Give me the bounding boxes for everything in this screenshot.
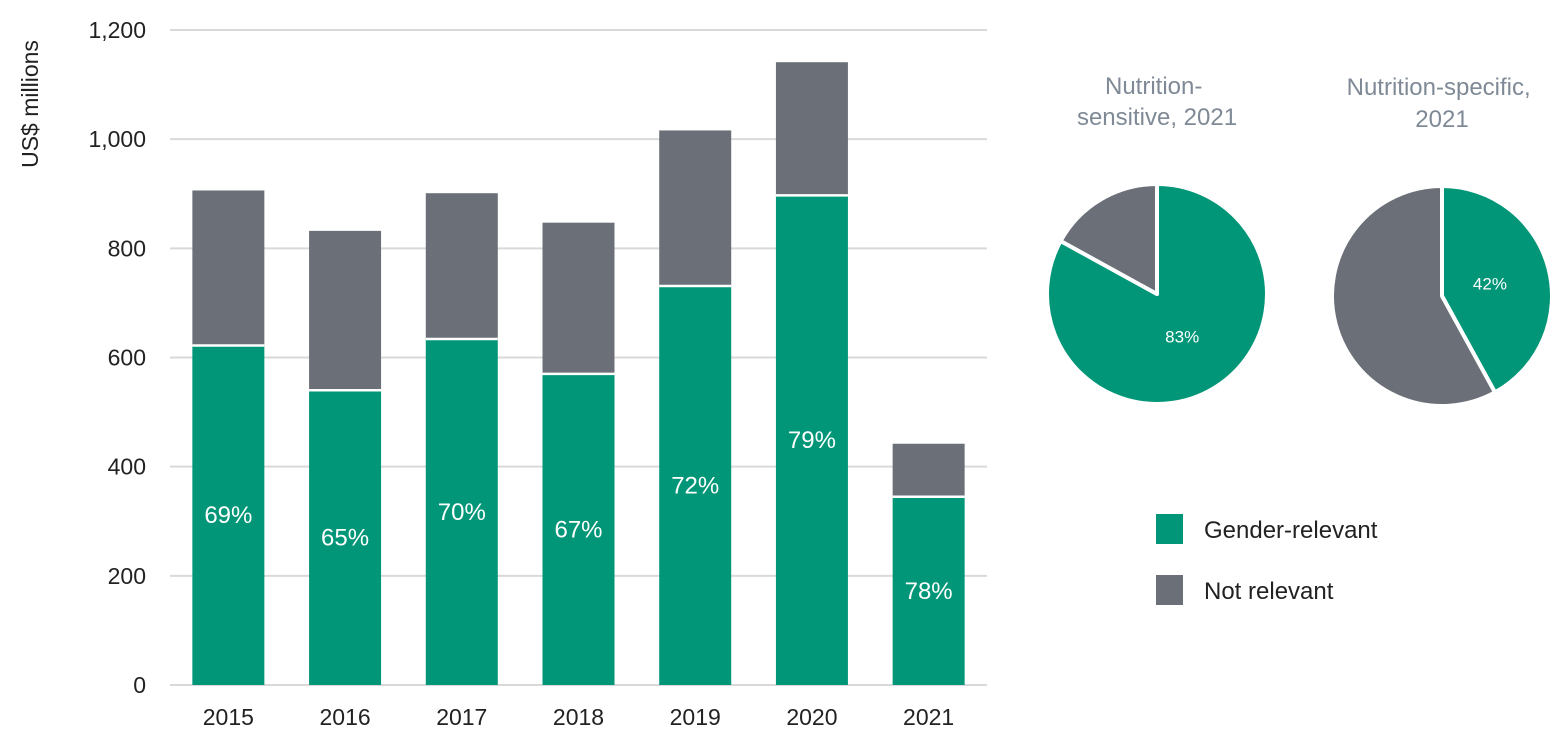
pie-title-line-2: sensitive, 2021 (1077, 104, 1237, 131)
bar-not-relevant (659, 130, 732, 286)
x-tick-label: 2020 (786, 704, 837, 730)
x-axis-tick-labels: 2015 2016 2017 2018 2019 2020 2021 (203, 704, 954, 730)
x-tick-label: 2016 (319, 704, 370, 730)
bar-gender-relevant (775, 195, 848, 685)
pie-data-label: 83% (1165, 328, 1199, 347)
legend-swatch-not-relevant (1156, 575, 1183, 605)
bar-gender-relevant (892, 496, 965, 685)
x-tick-label: 2015 (203, 704, 254, 730)
bar-not-relevant (192, 190, 265, 346)
bar-not-relevant (309, 230, 382, 391)
pie-title-line-1: Nutrition- (1105, 73, 1202, 100)
pie-title-nutrition-specific: Nutrition-specific, 2021 (1347, 74, 1538, 133)
y-tick-label: 200 (108, 563, 146, 589)
y-tick-label: 0 (133, 672, 146, 698)
pie-slice-not-relevant (1058, 182, 1159, 296)
pie-chart-nutrition-sensitive: Nutrition- sensitive, 2021 83% (1045, 73, 1269, 406)
bar-data-label: 78% (905, 578, 953, 605)
stacked-bar-chart: 69% 65% 70% 67% 72% 79% 78% 0 200 400 600 800 1,000… (17, 17, 987, 730)
bar-data-label: 65% (321, 525, 369, 552)
bar-data-label: 72% (671, 472, 719, 499)
pie-chart-nutrition-specific: Nutrition-specific, 2021 42% (1330, 74, 1554, 408)
pie-slices: 83% (1045, 182, 1269, 406)
bar-data-label: 69% (204, 502, 252, 529)
bar-gender-relevant (659, 285, 732, 685)
pie-title-nutrition-sensitive: Nutrition- sensitive, 2021 (1077, 73, 1237, 131)
pie-slice-not-relevant (1330, 184, 1497, 408)
pie-slices: 42% (1330, 184, 1554, 408)
bar-data-label: 79% (788, 427, 836, 454)
x-tick-label: 2021 (903, 704, 954, 730)
bar-data-label: 70% (438, 499, 486, 526)
y-tick-label: 1,000 (88, 126, 146, 152)
y-axis-label: US$ millions (17, 40, 43, 168)
legend-label-gender-relevant: Gender-relevant (1204, 517, 1378, 544)
bar-gender-relevant (542, 373, 615, 685)
bar-gender-relevant (309, 390, 382, 685)
pie-title-line-2: 2021 (1415, 106, 1468, 133)
pie-data-label: 42% (1473, 275, 1507, 294)
bar-not-relevant (775, 62, 848, 196)
legend-swatch-gender-relevant (1156, 514, 1183, 544)
bars: 69% 65% 70% 67% 72% 79% 78% (192, 62, 965, 685)
bar-not-relevant (542, 222, 615, 374)
y-tick-label: 400 (108, 454, 146, 480)
y-axis-tick-labels: 0 200 400 600 800 1,000 1,200 (88, 17, 146, 698)
bar-gender-relevant (425, 338, 498, 685)
legend-label-not-relevant: Not relevant (1204, 578, 1334, 605)
y-tick-label: 1,200 (88, 17, 146, 43)
bar-gender-relevant (192, 345, 265, 685)
y-tick-label: 800 (108, 235, 146, 261)
bar-not-relevant (892, 443, 965, 497)
y-tick-label: 600 (108, 345, 146, 371)
bar-data-label: 67% (554, 516, 602, 543)
x-tick-label: 2017 (436, 704, 487, 730)
pie-title-line-1: Nutrition-specific, (1347, 74, 1531, 101)
bar-not-relevant (425, 193, 498, 339)
pie-slice-gender-relevant (1440, 184, 1554, 395)
x-tick-label: 2019 (670, 704, 721, 730)
x-tick-label: 2018 (553, 704, 604, 730)
legend: Gender-relevant Not relevant (1156, 514, 1378, 605)
